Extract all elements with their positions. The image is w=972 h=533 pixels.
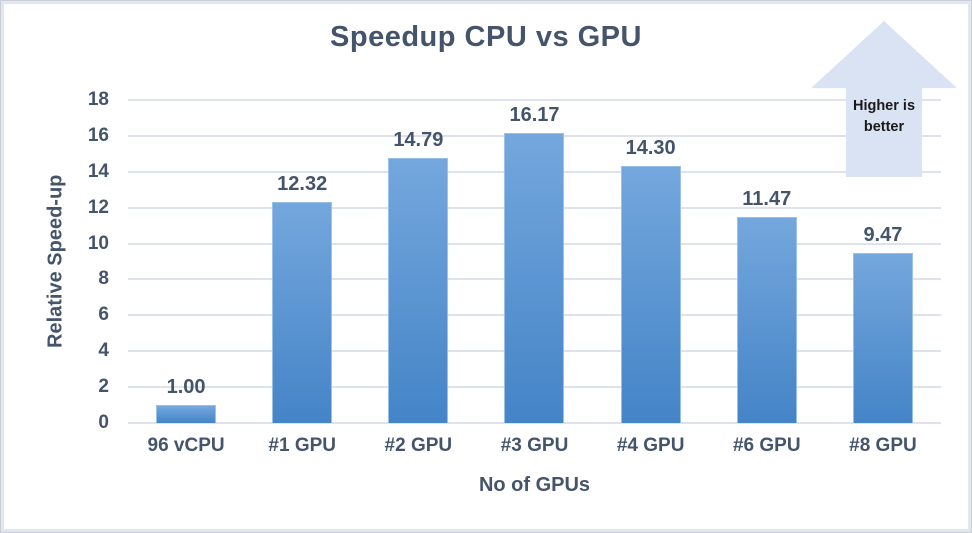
y-tick-label: 2 xyxy=(98,376,109,398)
bar-slot: 14.30 xyxy=(593,100,709,423)
bar-slot: 12.32 xyxy=(244,100,360,423)
x-tick-label: #2 GPU xyxy=(384,435,453,456)
bar-slot: 11.47 xyxy=(709,100,825,423)
bar xyxy=(620,166,681,423)
bar xyxy=(504,132,565,423)
bar xyxy=(272,201,333,423)
x-axis-tick-labels: 96 vCPU #1 GPU #2 GPU #3 GPU #4 GPU #6 GPU #8 … xyxy=(128,435,941,461)
bar-value-label: 11.47 xyxy=(742,188,792,211)
bar xyxy=(736,217,797,423)
x-tick-label: #6 GPU xyxy=(732,435,801,456)
x-tick-label: 96 vCPU xyxy=(147,435,225,456)
gridline xyxy=(128,422,941,424)
bar-slot: 16.17 xyxy=(476,100,592,423)
bar xyxy=(156,405,217,423)
higher-is-better-line1: Higher is xyxy=(852,97,916,114)
x-tick-label: #1 GPU xyxy=(268,435,336,456)
plot-area: 1.00 12.32 14.79 16.17 14.30 11.47 9.47 xyxy=(128,99,941,424)
bar-slot: 14.79 xyxy=(360,100,476,423)
y-axis-tick-labels: 0 2 4 6 8 10 12 14 16 18 xyxy=(21,89,109,433)
bar-value-label: 9.47 xyxy=(863,224,903,247)
y-tick-label: 12 xyxy=(87,196,109,218)
higher-is-better-label: Higher is better xyxy=(811,96,957,138)
bar-value-label: 14.30 xyxy=(625,137,676,160)
bar-value-label: 14.79 xyxy=(393,128,444,151)
bar-value-label: 12.32 xyxy=(277,172,328,195)
bar xyxy=(388,157,449,423)
y-tick-label: 14 xyxy=(87,160,109,182)
y-tick-label: 0 xyxy=(98,412,109,433)
y-tick-label: 6 xyxy=(98,304,109,326)
x-axis-title: No of GPUs xyxy=(478,474,591,496)
gridline xyxy=(128,99,941,101)
bar-value-label: 1.00 xyxy=(166,376,206,399)
bar-value-label: 16.17 xyxy=(509,103,560,126)
chart-title: Speedup CPU vs GPU xyxy=(330,21,642,53)
higher-is-better-line2: better xyxy=(863,118,905,135)
y-tick-label: 16 xyxy=(87,124,109,146)
bar xyxy=(852,253,913,423)
y-tick-label: 10 xyxy=(87,232,109,254)
y-tick-label: 18 xyxy=(87,89,109,110)
higher-is-better-annotation: Higher is better xyxy=(811,21,957,177)
x-tick-label: #4 GPU xyxy=(616,435,685,456)
bar-slot: 9.47 xyxy=(825,100,941,423)
bar-slot: 1.00 xyxy=(128,100,244,423)
x-tick-label: #3 GPU xyxy=(500,435,569,456)
x-tick-label: #8 GPU xyxy=(849,435,917,456)
y-tick-label: 8 xyxy=(98,268,109,290)
y-tick-label: 4 xyxy=(98,340,109,362)
